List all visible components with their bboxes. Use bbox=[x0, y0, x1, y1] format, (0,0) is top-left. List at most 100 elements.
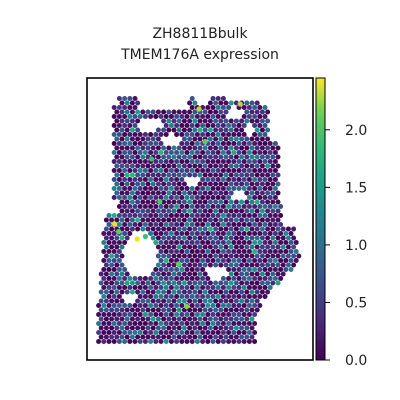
spot bbox=[189, 186, 195, 191]
spot bbox=[135, 163, 141, 169]
spot bbox=[153, 321, 159, 326]
spot bbox=[205, 240, 211, 245]
spot bbox=[176, 208, 182, 214]
spot bbox=[140, 298, 146, 304]
spot bbox=[254, 136, 260, 142]
spot bbox=[226, 159, 232, 164]
high-expression-spot bbox=[237, 101, 243, 107]
spot bbox=[262, 177, 268, 182]
spot bbox=[223, 208, 229, 214]
spot bbox=[189, 159, 195, 164]
spot bbox=[192, 226, 198, 232]
spot bbox=[207, 325, 213, 331]
spot bbox=[158, 114, 164, 119]
spot bbox=[158, 222, 164, 227]
spot bbox=[220, 330, 226, 335]
spot bbox=[153, 294, 159, 299]
spot bbox=[270, 163, 276, 169]
spot bbox=[111, 303, 117, 308]
spot bbox=[103, 253, 109, 259]
spot bbox=[187, 217, 193, 223]
spot bbox=[267, 231, 273, 236]
spot bbox=[174, 114, 180, 119]
spot bbox=[197, 190, 203, 196]
spot bbox=[119, 154, 125, 160]
spot bbox=[179, 267, 185, 272]
spot bbox=[168, 213, 174, 218]
spot bbox=[140, 136, 146, 142]
spot bbox=[288, 258, 294, 263]
spot bbox=[187, 118, 193, 124]
spot bbox=[249, 325, 255, 331]
spot bbox=[163, 267, 169, 272]
spot bbox=[142, 303, 148, 308]
spot bbox=[197, 145, 203, 151]
spot bbox=[184, 114, 190, 119]
spot bbox=[265, 154, 271, 160]
spot bbox=[197, 325, 203, 331]
spot bbox=[236, 330, 242, 335]
spot bbox=[171, 109, 177, 115]
spot bbox=[114, 136, 120, 142]
spot bbox=[155, 190, 161, 196]
spot bbox=[124, 118, 130, 124]
spot bbox=[200, 249, 206, 254]
spot bbox=[239, 145, 245, 151]
spot bbox=[184, 213, 190, 218]
spot bbox=[272, 204, 278, 209]
spot bbox=[132, 285, 138, 290]
spot bbox=[241, 141, 247, 146]
spot bbox=[197, 181, 203, 187]
spot bbox=[252, 123, 258, 128]
spot bbox=[122, 303, 128, 308]
spot bbox=[202, 316, 208, 322]
spot bbox=[148, 222, 154, 227]
spot bbox=[213, 334, 219, 340]
spot bbox=[267, 150, 273, 155]
spot bbox=[163, 132, 169, 137]
spot bbox=[189, 114, 195, 119]
spot bbox=[150, 235, 156, 241]
spot bbox=[132, 105, 138, 110]
spot bbox=[116, 114, 122, 119]
spot bbox=[236, 267, 242, 272]
spot bbox=[267, 177, 273, 182]
spot bbox=[254, 199, 260, 205]
spot bbox=[142, 312, 148, 317]
spot bbox=[194, 132, 200, 137]
spot bbox=[137, 159, 143, 164]
spot bbox=[220, 258, 226, 263]
spot bbox=[166, 325, 172, 331]
spot bbox=[226, 177, 232, 182]
plot-frame bbox=[86, 77, 314, 361]
spot bbox=[270, 253, 276, 259]
spot bbox=[119, 271, 125, 277]
spot bbox=[135, 325, 141, 331]
spot bbox=[116, 204, 122, 209]
spot bbox=[259, 154, 265, 160]
spot bbox=[244, 118, 250, 124]
spot bbox=[166, 298, 172, 304]
spot bbox=[184, 312, 190, 317]
spot bbox=[161, 163, 167, 169]
spot bbox=[252, 339, 258, 344]
spot bbox=[231, 186, 237, 191]
spot bbox=[98, 298, 104, 304]
spot bbox=[166, 181, 172, 187]
spot bbox=[148, 114, 154, 119]
spot bbox=[137, 186, 143, 191]
spot bbox=[148, 132, 154, 137]
spot bbox=[252, 114, 258, 119]
spot bbox=[241, 231, 247, 236]
spot bbox=[184, 132, 190, 137]
spot bbox=[275, 226, 281, 232]
spot bbox=[257, 249, 263, 254]
spot bbox=[197, 334, 203, 340]
spot bbox=[200, 240, 206, 245]
spot bbox=[161, 145, 167, 151]
spot bbox=[122, 231, 128, 236]
spot bbox=[179, 204, 185, 209]
spot bbox=[116, 249, 122, 254]
spot bbox=[179, 231, 185, 236]
spot bbox=[215, 168, 221, 173]
